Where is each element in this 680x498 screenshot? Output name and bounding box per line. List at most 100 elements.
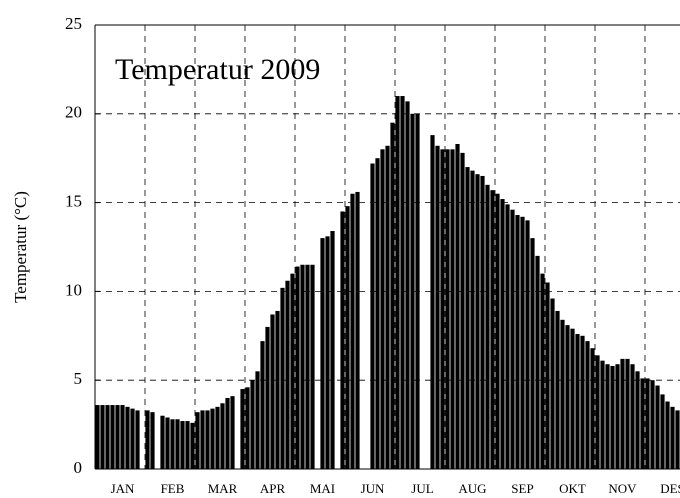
bar bbox=[290, 273, 295, 469]
bar bbox=[130, 408, 135, 469]
bar bbox=[195, 412, 200, 469]
bar bbox=[245, 387, 250, 469]
bar bbox=[210, 408, 215, 469]
bar bbox=[595, 355, 600, 469]
bar bbox=[510, 209, 515, 470]
x-tick-label: AUG bbox=[458, 481, 486, 496]
bar bbox=[225, 397, 230, 469]
bar bbox=[485, 184, 490, 469]
bar bbox=[465, 167, 470, 469]
bar bbox=[390, 122, 395, 470]
bar bbox=[190, 422, 195, 469]
bar bbox=[665, 401, 670, 469]
bar bbox=[410, 113, 415, 470]
bar bbox=[180, 421, 185, 469]
bar bbox=[310, 264, 315, 469]
bar bbox=[445, 149, 450, 469]
bar bbox=[555, 310, 560, 469]
bar bbox=[550, 298, 555, 469]
bar bbox=[275, 310, 280, 469]
bar bbox=[280, 287, 285, 469]
bar bbox=[135, 410, 140, 469]
bar bbox=[285, 280, 290, 469]
bar bbox=[255, 371, 260, 469]
bar bbox=[200, 410, 205, 469]
bar bbox=[540, 273, 545, 469]
bar bbox=[440, 149, 445, 469]
bar bbox=[470, 170, 475, 469]
bar bbox=[350, 193, 355, 469]
bar bbox=[450, 149, 455, 469]
bar bbox=[95, 405, 100, 469]
bar bbox=[325, 236, 330, 469]
chart-title: Temperatur 2009 bbox=[115, 53, 320, 86]
bar bbox=[400, 96, 405, 469]
bar bbox=[145, 410, 150, 469]
bar bbox=[370, 163, 375, 469]
bar bbox=[230, 396, 235, 469]
bar bbox=[220, 403, 225, 469]
y-axis-label: Temperatur (°C) bbox=[11, 191, 30, 303]
bar bbox=[100, 405, 105, 469]
bar bbox=[375, 158, 380, 469]
bar bbox=[150, 412, 155, 469]
bar bbox=[565, 325, 570, 469]
bar bbox=[430, 135, 435, 469]
bar bbox=[205, 410, 210, 469]
bar bbox=[475, 174, 480, 469]
bar bbox=[105, 405, 110, 469]
bar bbox=[405, 101, 410, 470]
bar bbox=[530, 238, 535, 469]
bar bbox=[605, 364, 610, 469]
bar bbox=[330, 231, 335, 469]
bar bbox=[615, 364, 620, 469]
x-tick-label: JUN bbox=[361, 481, 385, 496]
bar bbox=[340, 211, 345, 470]
bar bbox=[120, 405, 125, 469]
bar bbox=[125, 406, 130, 469]
bar bbox=[175, 419, 180, 469]
bar bbox=[655, 385, 660, 469]
bar bbox=[520, 216, 525, 469]
bar bbox=[500, 199, 505, 469]
bar bbox=[355, 191, 360, 469]
bar bbox=[295, 266, 300, 469]
x-tick-label: NOV bbox=[608, 481, 637, 496]
y-tick-label: 15 bbox=[65, 192, 82, 211]
bar bbox=[660, 394, 665, 469]
bar bbox=[240, 389, 245, 469]
bar bbox=[490, 190, 495, 469]
y-tick-label: 20 bbox=[65, 103, 82, 122]
bar bbox=[265, 326, 270, 469]
bar bbox=[305, 264, 310, 469]
bar bbox=[590, 348, 595, 469]
bar bbox=[620, 358, 625, 469]
x-tick-label: MAI bbox=[310, 481, 335, 496]
bar bbox=[165, 417, 170, 469]
x-tick-label: DES bbox=[660, 481, 680, 496]
bar bbox=[395, 96, 400, 469]
bar bbox=[115, 405, 120, 469]
bar bbox=[670, 406, 675, 469]
bar bbox=[455, 143, 460, 469]
bar bbox=[300, 264, 305, 469]
bar bbox=[505, 204, 510, 469]
bar bbox=[600, 360, 605, 469]
bar bbox=[215, 406, 220, 469]
bar bbox=[170, 419, 175, 469]
x-tick-label: FEB bbox=[161, 481, 185, 496]
bar bbox=[460, 152, 465, 469]
y-tick-label: 5 bbox=[74, 369, 83, 388]
bar bbox=[575, 334, 580, 469]
bar bbox=[580, 335, 585, 469]
bar bbox=[270, 314, 275, 469]
bar bbox=[415, 113, 420, 470]
bar bbox=[495, 193, 500, 469]
bar bbox=[110, 405, 115, 469]
bar bbox=[645, 378, 650, 469]
bar bbox=[260, 341, 265, 469]
bar bbox=[560, 319, 565, 469]
bar bbox=[160, 415, 165, 469]
x-tick-label: JUL bbox=[411, 481, 433, 496]
